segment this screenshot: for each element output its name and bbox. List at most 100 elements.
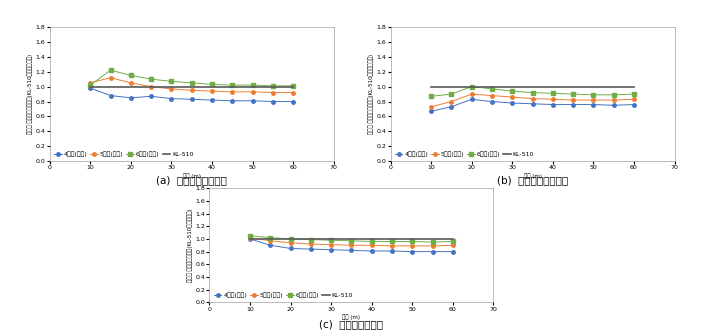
- KL-510: [508, 85, 516, 89]
- KL-510: [147, 85, 155, 89]
- 4축기(중기): [208, 98, 217, 102]
- Text: (c)  계수전단력효과: (c) 계수전단력효과: [320, 319, 383, 329]
- 4축기(중기): [549, 102, 557, 107]
- 4축기(중기): [228, 99, 236, 103]
- 4축기(중기): [427, 109, 435, 113]
- 4축기(중기): [286, 246, 295, 250]
- 6축기(중기): [246, 234, 254, 238]
- Legend: 4축기(중기), 5축기(중기), 6축기(중기), KL-510: 4축기(중기), 5축기(중기), 6축기(중기), KL-510: [53, 150, 195, 158]
- 6축기(중기): [286, 237, 295, 241]
- 6축기(중기): [388, 240, 396, 244]
- 5축기(중기): [167, 87, 175, 91]
- 6축기(중기): [228, 83, 236, 87]
- 5축기(중기): [307, 242, 315, 246]
- 6축기(중기): [266, 236, 275, 240]
- KL-510: [208, 85, 217, 89]
- 4축기(중기): [147, 94, 155, 98]
- 4축기(중기): [609, 103, 618, 107]
- X-axis label: 지간 (m): 지간 (m): [342, 314, 361, 320]
- 6축기(중기): [447, 92, 456, 96]
- Y-axis label: 기준기 계수부모멘트효과(KL-510부모멘트효과): 기준기 계수부모멘트효과(KL-510부모멘트효과): [368, 54, 373, 134]
- 6축기(중기): [307, 238, 315, 242]
- 5축기(중기): [589, 98, 598, 102]
- 6축기(중기): [549, 91, 557, 95]
- KL-510: [268, 85, 277, 89]
- Line: 6축기(중기): 6축기(중기): [430, 85, 635, 98]
- 5축기(중기): [187, 88, 196, 92]
- KL-510: [589, 85, 598, 89]
- 6축기(중기): [449, 240, 457, 244]
- Y-axis label: 기준기 계수전단력효과(KL-510전단력효과): 기준기 계수전단력효과(KL-510전단력효과): [187, 208, 192, 282]
- 4축기(중기): [447, 105, 456, 109]
- 4축기(중기): [268, 99, 277, 103]
- 5축기(중기): [447, 99, 456, 103]
- KL-510: [228, 85, 236, 89]
- 5축기(중기): [549, 97, 557, 101]
- 6축기(중기): [86, 83, 94, 87]
- 6축기(중기): [248, 83, 257, 87]
- 6축기(중기): [467, 85, 476, 89]
- 4축기(중기): [488, 99, 496, 103]
- 4축기(중기): [569, 102, 577, 107]
- Line: 4축기(중기): 4축기(중기): [89, 86, 295, 103]
- 5축기(중기): [508, 95, 516, 99]
- 6축기(중기): [408, 240, 417, 244]
- KL-510: [609, 85, 618, 89]
- Line: 5축기(중기): 5축기(중기): [89, 76, 295, 94]
- KL-510: [187, 85, 196, 89]
- KL-510: [248, 85, 257, 89]
- Line: 6축기(중기): 6축기(중기): [89, 69, 295, 88]
- KL-510: [167, 85, 175, 89]
- 6축기(중기): [589, 93, 598, 97]
- 4축기(중기): [106, 93, 115, 97]
- 4축기(중기): [246, 237, 254, 241]
- KL-510: [86, 85, 94, 89]
- 4축기(중기): [327, 248, 335, 252]
- 4축기(중기): [388, 249, 396, 253]
- 5축기(중기): [427, 105, 435, 109]
- Text: (b)  계수부모멘트효과: (b) 계수부모멘트효과: [497, 175, 568, 185]
- 5축기(중기): [609, 98, 618, 102]
- 5축기(중기): [449, 243, 457, 247]
- 4축기(중기): [467, 97, 476, 101]
- KL-510: [630, 85, 638, 89]
- 5축기(중기): [388, 244, 396, 248]
- 5축기(중기): [228, 90, 236, 94]
- 4축기(중기): [167, 96, 175, 100]
- 5축기(중기): [347, 243, 356, 247]
- KL-510: [368, 237, 376, 241]
- 4축기(중기): [307, 247, 315, 251]
- 5축기(중기): [86, 81, 94, 85]
- 5축기(중기): [266, 239, 275, 243]
- 6축기(중기): [488, 87, 496, 91]
- 6축기(중기): [609, 93, 618, 97]
- 4축기(중기): [508, 101, 516, 105]
- Legend: 4축기(중기), 5축기(중기), 6축기(중기), KL-510: 4축기(중기), 5축기(중기), 6축기(중기), KL-510: [393, 150, 535, 158]
- 4축기(중기): [408, 250, 417, 254]
- 6축기(중기): [106, 68, 115, 72]
- KL-510: [347, 237, 356, 241]
- Line: 5축기(중기): 5축기(중기): [248, 236, 454, 248]
- KL-510: [327, 237, 335, 241]
- KL-510: [549, 85, 557, 89]
- Line: 4축기(중기): 4축기(중기): [430, 97, 635, 113]
- 4축기(중기): [126, 96, 135, 100]
- 5축기(중기): [327, 243, 335, 247]
- 5축기(중기): [268, 91, 277, 95]
- 4축기(중기): [630, 102, 638, 107]
- KL-510: [427, 85, 435, 89]
- 6축기(중기): [268, 84, 277, 88]
- KL-510: [447, 85, 456, 89]
- 5축기(중기): [248, 90, 257, 94]
- 5축기(중기): [289, 91, 297, 95]
- 6축기(중기): [147, 77, 155, 81]
- 6축기(중기): [569, 92, 577, 96]
- KL-510: [569, 85, 577, 89]
- 6축기(중기): [368, 240, 376, 244]
- 6축기(중기): [528, 91, 537, 95]
- Y-axis label: 기준기 계수정모멘트효과(KL-510정모멘트효과): 기준기 계수정모멘트효과(KL-510정모멘트효과): [27, 54, 33, 134]
- KL-510: [408, 237, 417, 241]
- 5축기(중기): [428, 244, 437, 248]
- 4축기(중기): [248, 99, 257, 103]
- 6축기(중기): [327, 238, 335, 242]
